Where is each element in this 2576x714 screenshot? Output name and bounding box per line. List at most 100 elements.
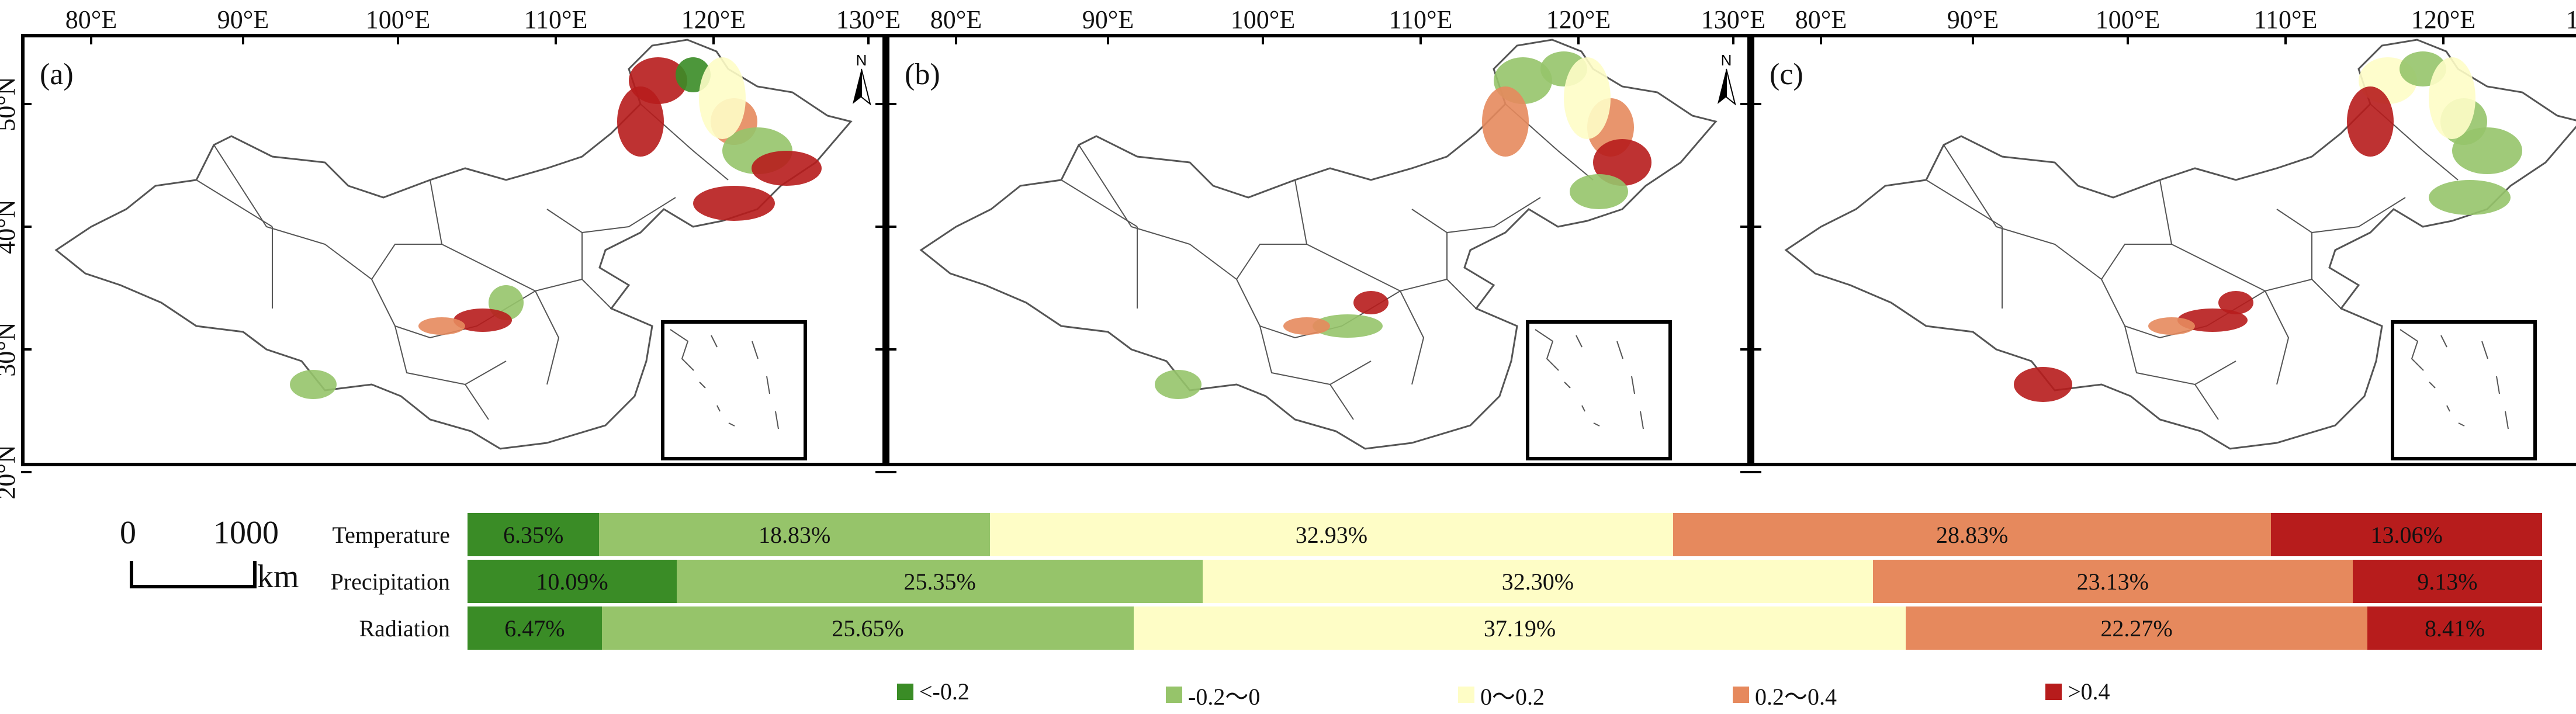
legend-item: >0.4	[2045, 678, 2110, 705]
province-boundary	[2311, 226, 2359, 233]
latitude-tick	[1740, 348, 1751, 351]
legend-item: 0～0.2	[1458, 678, 1545, 712]
province-boundary	[2159, 179, 2172, 245]
panel-frame	[1751, 34, 2576, 466]
trend-patch	[2429, 57, 2475, 139]
province-boundary	[2358, 197, 2406, 227]
longitude-label: 80°E	[65, 5, 117, 34]
map-panel-a: (a) 80°E 90°E 100°E 110°E 120°E 130°E 50°N 40°N 3…	[0, 5, 901, 500]
legend-swatch	[1733, 687, 1749, 703]
province-boundary	[213, 144, 372, 280]
scale-max: 1000	[213, 515, 279, 551]
bar-segment: 22.27%	[1905, 606, 2368, 650]
trend-patch	[2429, 180, 2511, 215]
latitude-label: 50°N	[0, 77, 21, 131]
province-boundary	[1926, 179, 2003, 227]
legend-label: <-0.2	[919, 678, 970, 705]
latitude-tick	[875, 348, 886, 351]
legend-label: 0.2～0.4	[1755, 684, 1837, 710]
scale-line	[130, 561, 257, 588]
province-boundary	[1259, 325, 1372, 386]
trend-patch	[699, 57, 746, 139]
longitude-label: 120°E	[2411, 5, 2476, 34]
province-boundary	[430, 179, 442, 245]
province-boundary	[1493, 197, 1541, 227]
latitude-tick	[886, 226, 896, 228]
trend-patch	[617, 86, 664, 157]
longitude-tick	[1732, 34, 1734, 44]
trend-patch	[1283, 317, 1330, 335]
longitude-tick	[867, 34, 870, 44]
longitude-label: 100°E	[365, 5, 431, 34]
legend-item: <-0.2	[897, 678, 970, 705]
latitude-tick	[1751, 103, 1761, 105]
trend-patch	[1353, 291, 1389, 314]
province-boundary	[1446, 226, 1494, 233]
longitude-tick	[1577, 34, 1580, 44]
legend-label: 0～0.2	[1480, 684, 1545, 710]
province-boundary	[581, 226, 629, 233]
north-arrow-icon: N	[2574, 51, 2576, 110]
bar-row: 6.35% 18.83% 32.93% 28.83% 13.06%	[468, 513, 2542, 556]
longitude-tick	[955, 34, 957, 44]
province-boundary	[2194, 384, 2219, 420]
panel-label: (c)	[1770, 58, 1803, 91]
bar-segment: 23.13%	[1872, 560, 2353, 603]
longitude-label: 120°E	[1546, 5, 1611, 34]
latitude-label: 30°N	[0, 322, 21, 377]
north-arrow-icon: N	[1718, 51, 1736, 106]
bar-segment: 37.19%	[1134, 606, 1906, 650]
legend-swatch	[897, 683, 913, 700]
province-boundary	[1400, 290, 1425, 385]
panel-frame	[21, 34, 886, 466]
legend-swatch	[2045, 683, 2062, 700]
longitude-tick	[555, 34, 557, 44]
bar-row: 6.47% 25.65% 37.19% 22.27% 8.41%	[468, 606, 2542, 650]
trend-patch	[1593, 139, 1651, 186]
latitude-tick	[886, 348, 896, 351]
bar-segment: 9.13%	[2352, 560, 2542, 603]
latitude-tick	[1740, 226, 1751, 228]
trend-patch	[2347, 86, 2394, 157]
longitude-tick	[90, 34, 92, 44]
inset-map	[2400, 329, 2509, 429]
longitude-label: 130°E	[2565, 5, 2576, 34]
latitude-tick	[886, 103, 896, 105]
map-canvas	[1784, 39, 2576, 450]
legend-label: -0.2～0	[1188, 684, 1261, 710]
province-boundary	[628, 197, 676, 227]
province-boundary	[1943, 144, 2102, 280]
north-arrow-icon: N	[853, 51, 871, 106]
latitude-tick	[1751, 348, 1761, 351]
bar-segment: 28.83%	[1673, 513, 2272, 556]
latitude-label: 20°N	[0, 445, 21, 500]
trend-patch	[1564, 57, 1611, 139]
longitude-label: 110°E	[524, 5, 588, 34]
latitude-tick	[21, 226, 32, 228]
latitude-tick	[1751, 226, 1761, 228]
latitude-tick	[875, 103, 886, 105]
bar-segment: 6.35%	[468, 513, 600, 556]
legend-item: -0.2～0	[1166, 678, 1260, 712]
trend-patch	[418, 317, 465, 335]
panel-label: (a)	[40, 58, 74, 91]
province-boundary	[1236, 279, 1401, 339]
bar-segment: 18.83%	[599, 513, 990, 556]
longitude-tick	[2284, 34, 2287, 44]
longitude-tick	[1419, 34, 1422, 44]
trend-patch	[1155, 370, 1202, 399]
province-boundary	[581, 279, 612, 309]
longitude-tick	[2442, 34, 2445, 44]
map-panel-b: (b) 80°E 90°E 100°E 110°E 120°E 130°E N	[886, 5, 1765, 473]
bar-row-label: Precipitation	[330, 569, 450, 595]
legend-item: 0.2～0.4	[1733, 678, 1837, 712]
svg-text:N: N	[856, 51, 867, 69]
trend-patch	[2218, 291, 2253, 314]
scale-unit: km	[257, 559, 299, 595]
trend-patch	[2014, 367, 2072, 402]
map-canvas	[54, 39, 853, 450]
longitude-label: 90°E	[217, 5, 269, 34]
inset-map	[670, 329, 779, 429]
latitude-label: 40°N	[0, 199, 21, 254]
trend-patch	[1482, 86, 1529, 157]
